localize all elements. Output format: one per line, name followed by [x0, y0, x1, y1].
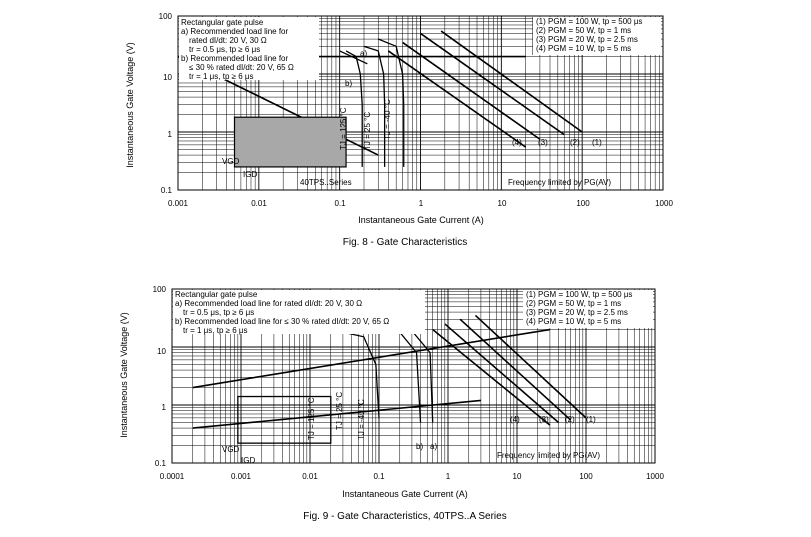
- svg-text:(4) PGM = 10 W, tp = 5 ms: (4) PGM = 10 W, tp = 5 ms: [536, 44, 631, 53]
- series-line: [192, 399, 481, 429]
- tj-curve: [363, 45, 386, 167]
- svg-text:Rectangular gate pulse: Rectangular gate pulse: [181, 18, 264, 27]
- y-tick: 100: [153, 285, 167, 294]
- y-tick: 1: [168, 130, 173, 139]
- x-tick: 0.01: [251, 199, 267, 208]
- x-tick: 1: [419, 199, 424, 208]
- svg-text:tr = 1 μs, tp ≥ 6 μs: tr = 1 μs, tp ≥ 6 μs: [183, 326, 248, 335]
- label-tj-125: TJ = 125 °C: [339, 107, 348, 150]
- svg-text:rated dI/dt: 20 V, 30 Ω: rated dI/dt: 20 V, 30 Ω: [189, 36, 267, 45]
- label-frequency: Frequency limited by PG(AV): [497, 451, 600, 460]
- svg-text:(2) PGM = 50 W, tp = 1 ms: (2) PGM = 50 W, tp = 1 ms: [536, 26, 631, 35]
- svg-text:Rectangular gate pulse: Rectangular gate pulse: [175, 290, 258, 299]
- label-tj-minus40: TJ = -40 °C: [383, 99, 392, 140]
- y-tick: 100: [159, 12, 173, 21]
- series-line: [432, 328, 551, 426]
- chart-fig8: 100 10 1 0.1 0.001 0.01 0.1 1 10 100 100…: [125, 12, 673, 248]
- y-axis-label: Instantaneous Gate Voltage (V): [125, 42, 135, 168]
- figure-caption: Fig. 8 - Gate Characteristics: [343, 237, 467, 248]
- y-tick: 0.1: [155, 459, 167, 468]
- x-tick: 100: [579, 472, 593, 481]
- x-tick: 10: [513, 472, 522, 481]
- label-tj-125: TJ = 125 °C: [307, 397, 316, 440]
- x-tick: 10: [498, 199, 507, 208]
- legend-box: (1) PGM = 100 W, tp = 500 μs (2) PGM = 5…: [533, 17, 661, 55]
- svg-text:(4) PGM = 10 W, tp = 5 ms: (4) PGM = 10 W, tp = 5 ms: [526, 317, 621, 326]
- label-b: b): [416, 442, 423, 451]
- x-tick: 1000: [655, 199, 673, 208]
- svg-text:(3) PGM = 20 W, tp = 2.5 ms: (3) PGM = 20 W, tp = 2.5 ms: [536, 35, 638, 44]
- svg-text:a) Recommended load line for r: a) Recommended load line for rated dI/dt…: [175, 299, 362, 308]
- y-axis-label: Instantaneous Gate Voltage (V): [119, 312, 129, 438]
- label-p3: (3): [539, 415, 549, 424]
- label-p4: (4): [512, 138, 522, 147]
- label-p4: (4): [510, 415, 520, 424]
- figure-caption: Fig. 9 - Gate Characteristics, 40TPS..A …: [303, 511, 506, 522]
- svg-text:b) Recommended load line for ≤: b) Recommended load line for ≤ 30 % rate…: [175, 317, 389, 326]
- svg-text:(2) PGM = 50 W, tp = 1 ms: (2) PGM = 50 W, tp = 1 ms: [526, 299, 621, 308]
- notes-box: Rectangular gate pulse a) Recommended lo…: [179, 17, 319, 81]
- label-a: a): [360, 49, 367, 58]
- series-line: [420, 32, 565, 136]
- svg-text:(3) PGM = 20 W, tp = 2.5 ms: (3) PGM = 20 W, tp = 2.5 ms: [526, 308, 628, 317]
- x-tick: 0.001: [231, 472, 252, 481]
- label-igd: IGD: [241, 456, 255, 465]
- label-tj-25: TJ = 25 °C: [335, 392, 344, 430]
- x-tick: 0.001: [168, 199, 189, 208]
- label-p1: (1): [586, 415, 596, 424]
- svg-text:(1) PGM = 100 W, tp = 500 μs: (1) PGM = 100 W, tp = 500 μs: [536, 17, 642, 26]
- label-tj-25: TJ = 25 °C: [363, 112, 372, 150]
- y-tick: 1: [162, 403, 167, 412]
- label-p2: (2): [565, 415, 575, 424]
- series-line: [474, 314, 587, 419]
- label-a: a): [430, 442, 437, 451]
- svg-text:≤ 30 % rated dI/dt: 20 V, 65 Ω: ≤ 30 % rated dI/dt: 20 V, 65 Ω: [189, 63, 294, 72]
- tj-curve: [345, 50, 363, 167]
- svg-text:tr = 0.5 μs, tp ≥ 6 μs: tr = 0.5 μs, tp ≥ 6 μs: [183, 308, 254, 317]
- legend-box: (1) PGM = 100 W, tp = 500 μs (2) PGM = 5…: [523, 290, 653, 328]
- svg-text:(1) PGM = 100 W, tp = 500 μs: (1) PGM = 100 W, tp = 500 μs: [526, 290, 632, 299]
- label-p1: (1): [592, 138, 602, 147]
- series-line: [192, 328, 551, 389]
- x-axis-label: Instantaneous Gate Current (A): [358, 215, 484, 225]
- svg-text:tr = 1 μs, tp ≥ 6 μs: tr = 1 μs, tp ≥ 6 μs: [189, 72, 254, 81]
- svg-text:tr = 0.5 μs, tp ≥ 6 μs: tr = 0.5 μs, tp ≥ 6 μs: [189, 45, 260, 54]
- x-tick: 1: [446, 472, 451, 481]
- chart-fig9: 100 10 1 0.1 0.0001 0.001 0.01 0.1 1 10 …: [119, 285, 664, 522]
- y-tick: 10: [157, 347, 166, 356]
- series-line: [387, 50, 527, 148]
- x-tick: 0.1: [334, 199, 346, 208]
- label-tj-minus40: TJ = -40 °C: [357, 399, 366, 440]
- series-line: [444, 323, 560, 424]
- x-tick: 100: [576, 199, 590, 208]
- label-p3: (3): [538, 138, 548, 147]
- x-tick: 0.0001: [160, 472, 185, 481]
- tj-curve: [377, 38, 405, 167]
- gate-trigger-region: [237, 395, 332, 444]
- label-igd: IGD: [243, 170, 257, 179]
- series-line: [402, 41, 541, 140]
- label-vgd: VGD: [222, 445, 240, 454]
- label-p2: (2): [570, 138, 580, 147]
- label-series: 40TPS..Series: [300, 178, 352, 187]
- label-vgd: VGD: [222, 157, 240, 166]
- gate-trigger-region: [233, 116, 347, 168]
- y-tick: 0.1: [161, 186, 173, 195]
- series-line: [459, 318, 572, 421]
- label-b: b): [345, 79, 352, 88]
- notes-box: Rectangular gate pulse a) Recommended lo…: [173, 290, 425, 335]
- x-tick: 0.01: [302, 472, 318, 481]
- x-axis-label: Instantaneous Gate Current (A): [342, 489, 468, 499]
- svg-text:a) Recommended load line for: a) Recommended load line for: [181, 27, 289, 36]
- x-tick: 1000: [646, 472, 664, 481]
- label-frequency: Frequency limited by PG(AV): [508, 178, 611, 187]
- series-line: [440, 30, 583, 133]
- svg-text:b) Recommended load line for: b) Recommended load line for: [181, 54, 289, 63]
- x-tick: 0.1: [373, 472, 385, 481]
- load-line-b: [339, 50, 368, 65]
- y-tick: 10: [163, 73, 172, 82]
